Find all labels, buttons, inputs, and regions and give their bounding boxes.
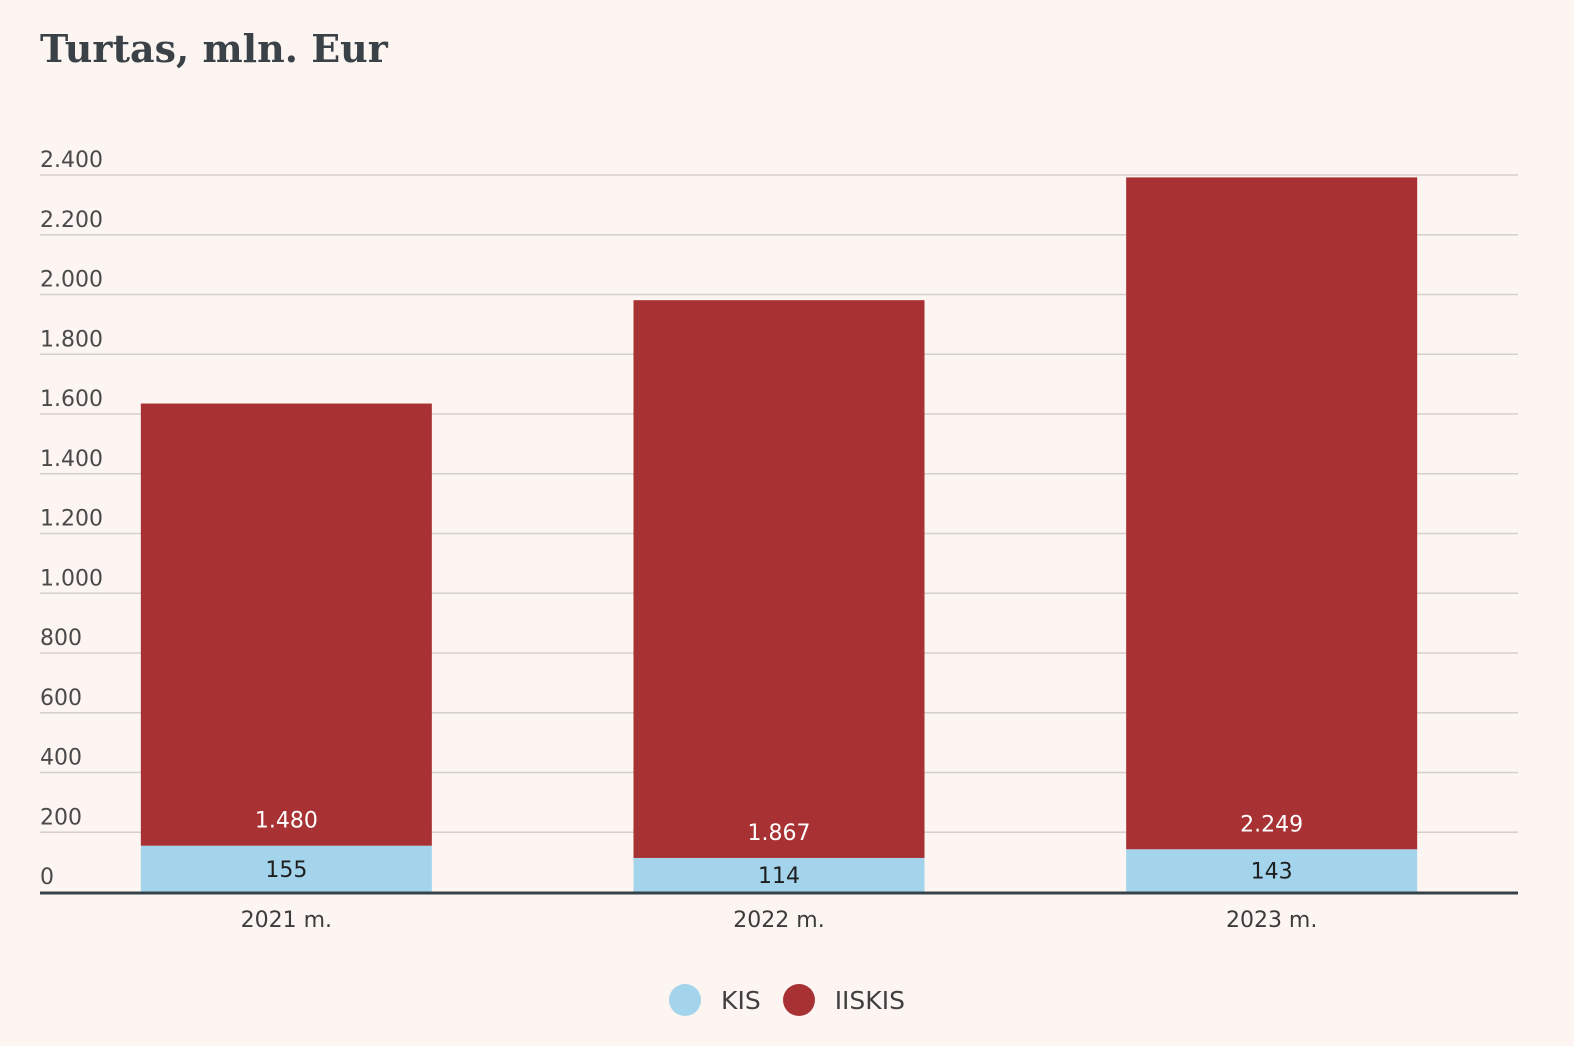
- legend-item-iiskis[interactable]: IISKIS: [782, 984, 905, 1016]
- y-tick-label: 1.600: [40, 387, 103, 412]
- y-tick-label: 1.000: [40, 566, 103, 591]
- y-tick-label: 2.000: [40, 268, 103, 293]
- legend-label-kis: KIS: [721, 985, 761, 1015]
- x-tick-label: 2021 m.: [241, 908, 332, 933]
- bar-kis: [140, 845, 432, 892]
- data-label-iiskis: 1.867: [748, 821, 811, 846]
- bar-kis: [1126, 849, 1418, 892]
- chart-title: Turtas, mln. Eur: [40, 26, 388, 71]
- legend-label-iiskis: IISKIS: [834, 985, 905, 1015]
- data-label-kis: 143: [1251, 860, 1293, 885]
- bar-iiskis: [140, 403, 432, 846]
- legend-swatch-kis: [669, 984, 702, 1016]
- bar-iiskis: [633, 300, 925, 858]
- data-label-iiskis: 1.480: [255, 809, 318, 834]
- y-tick-label: 1.800: [40, 327, 103, 352]
- y-tick-label: 0: [40, 865, 54, 890]
- data-label-kis: 155: [265, 858, 307, 883]
- x-axis-ticks: 2021 m. 2022 m. 2023 m.: [241, 908, 1318, 933]
- y-tick-label: 2.200: [40, 208, 103, 233]
- legend-item-kis[interactable]: KIS: [669, 984, 761, 1016]
- bars: [140, 177, 1418, 892]
- bar-kis: [633, 857, 925, 892]
- y-tick-label: 2.400: [40, 148, 103, 173]
- legend-swatch-iiskis: [782, 984, 815, 1016]
- stacked-bar-chart: 0 200 400 600 800 1.000 1.200 1.400 1.600 1.800 2.…: [40, 148, 1518, 933]
- x-tick-label: 2023 m.: [1226, 908, 1317, 933]
- y-axis-ticks: 0 200 400 600 800 1.000 1.200 1.400 1.600 1.800 2.…: [40, 148, 103, 890]
- data-label-iiskis: 2.249: [1240, 812, 1303, 837]
- y-tick-label: 800: [40, 626, 82, 651]
- data-label-kis: 114: [758, 864, 800, 889]
- y-tick-label: 200: [40, 805, 82, 830]
- y-tick-label: 600: [40, 686, 82, 711]
- data-labels: 155 1.480 114 1.867 143 2.249: [255, 809, 1303, 889]
- legend: KIS IISKIS: [0, 984, 1574, 1016]
- y-tick-label: 400: [40, 746, 82, 771]
- y-tick-label: 1.400: [40, 447, 103, 472]
- bar-iiskis: [1126, 177, 1418, 850]
- y-tick-label: 1.200: [40, 507, 103, 532]
- x-tick-label: 2022 m.: [733, 908, 824, 933]
